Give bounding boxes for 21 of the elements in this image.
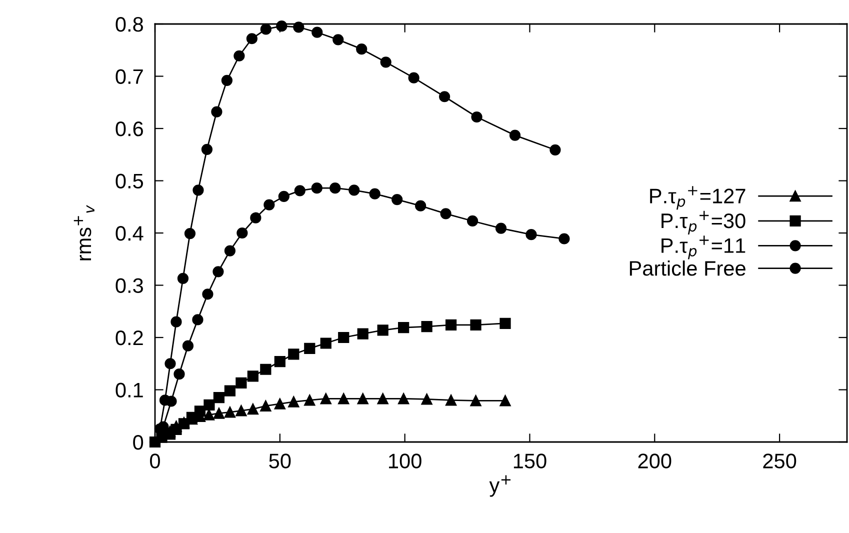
legend-label: Particle Free [630, 260, 746, 276]
x-tick-label: 0 [150, 454, 160, 468]
x-tick-label: 100 [389, 454, 422, 468]
legend-label: P.τ$_{p}$$^{+}$=11 [662, 236, 746, 260]
x-tick-label: 50 [269, 454, 291, 468]
x-tick-label: 250 [763, 454, 796, 468]
y-tick-label: 0.4 [116, 226, 144, 241]
y-tick-label: 0.5 [116, 174, 144, 189]
y-tick-label: 0.1 [116, 382, 143, 398]
y-tick-label: 0.6 [116, 122, 143, 136]
legend-label: P.τ$_{p}$$^{+}$=30 [662, 210, 746, 234]
legend-label: P.τ$_{p}$$^{+}$=127 [650, 186, 746, 210]
y-tick-label: 0.8 [116, 17, 143, 32]
y-tick-label: 0.2 [116, 330, 143, 346]
y-tick-label: 0.3 [116, 278, 143, 294]
y-tick-label: 0.7 [116, 69, 143, 84]
x-tick-label: 150 [514, 454, 546, 468]
y-tick-label: 0 [133, 435, 144, 450]
x-axis-title: y$^{+}$ [489, 475, 511, 497]
y-axis-title: rms$^{+}$$_{v}$ [74, 204, 94, 260]
x-tick-label: 200 [638, 454, 672, 468]
